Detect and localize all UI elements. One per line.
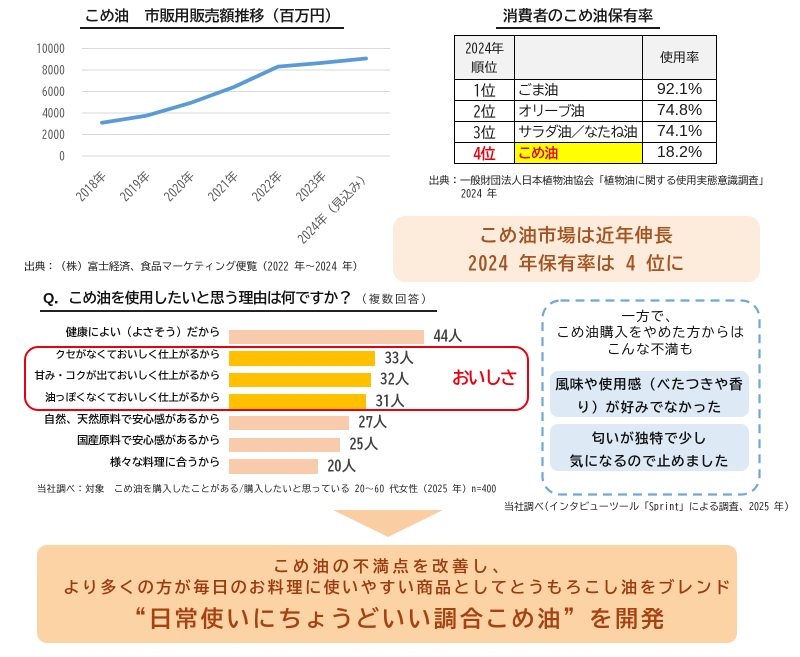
svg-text:8000: 8000	[42, 65, 65, 76]
svg-text:2019年: 2019年	[118, 169, 153, 204]
svg-text:2022年: 2022年	[250, 169, 285, 204]
svg-text:2024年（見込み）: 2024年（見込み）	[295, 169, 372, 246]
svg-text:10000: 10000	[36, 44, 65, 55]
svg-text:2021年: 2021年	[206, 169, 241, 204]
svg-text:2018年: 2018年	[74, 169, 109, 204]
svg-text:0: 0	[59, 151, 65, 162]
svg-text:2020年: 2020年	[162, 169, 197, 204]
svg-text:6000: 6000	[42, 86, 65, 98]
svg-text:4000: 4000	[42, 108, 65, 119]
svg-text:2023年: 2023年	[294, 169, 329, 204]
svg-text:2000: 2000	[42, 130, 65, 141]
